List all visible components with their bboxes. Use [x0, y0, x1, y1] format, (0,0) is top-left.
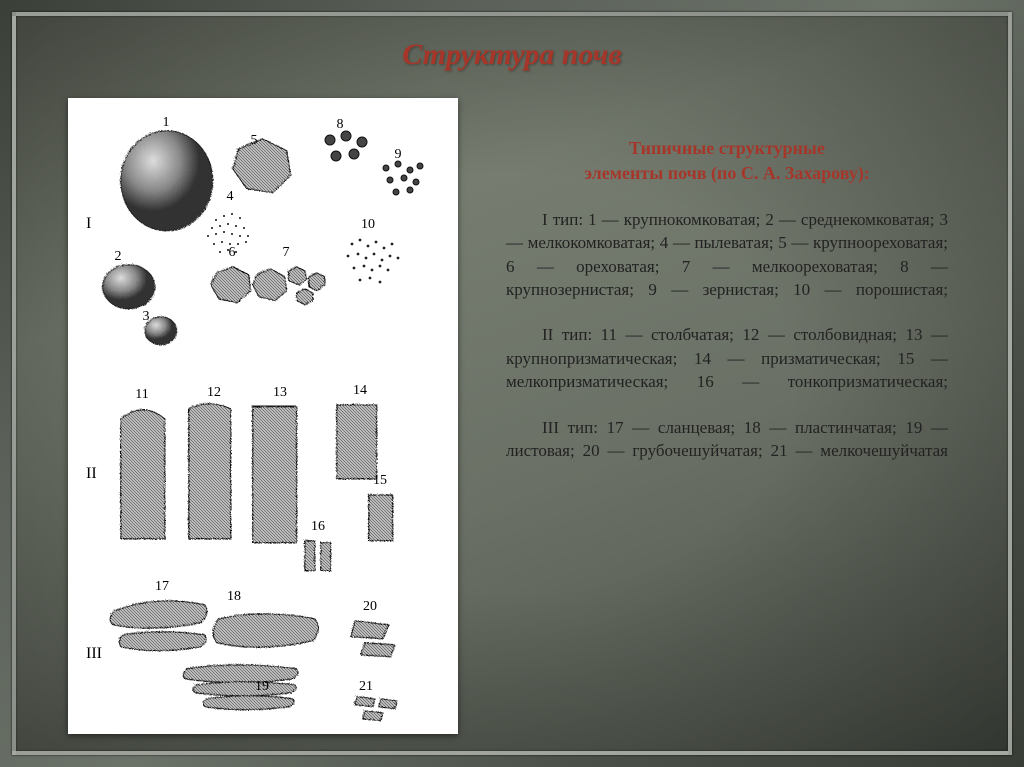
row-label: II	[86, 465, 97, 482]
item-label: 21	[359, 679, 373, 694]
item-label: 12	[207, 385, 221, 400]
heading-line-2: элементы почв (по С. А. Захарову):	[584, 163, 870, 183]
type-1-paragraph: I тип: 1 — крупнокомковатая; 2 — среднек…	[506, 208, 948, 302]
soil-structure-figure: IIIIII123456789101112131415161718192021	[68, 98, 458, 734]
item-label: 20	[363, 599, 377, 614]
slide-frame: Структура почв	[12, 12, 1012, 755]
figure-panel: IIIIII123456789101112131415161718192021	[68, 98, 458, 734]
row-label: III	[86, 645, 102, 662]
item-label: 13	[273, 385, 287, 400]
item-label: 6	[229, 245, 236, 260]
item-label: 9	[395, 147, 402, 162]
item-label: 10	[361, 217, 375, 232]
item-label: 14	[353, 383, 367, 398]
heading-line-1: Типичные структурные	[629, 138, 825, 158]
item-label: 16	[311, 519, 325, 534]
item-label: 2	[115, 249, 122, 264]
item-label: 11	[135, 387, 148, 402]
slide-title: Структура почв	[16, 38, 1008, 72]
type-3-paragraph: III тип: 17 — сланцевая; 18 — пластинчат…	[506, 416, 948, 463]
item-label: 5	[251, 133, 258, 148]
row-label: I	[86, 215, 91, 232]
item-label: 8	[337, 117, 344, 132]
type-2-paragraph: II тип: 11 — столбчатая; 12 — столбовидн…	[506, 323, 948, 393]
item-label: 17	[155, 579, 169, 594]
item-label: 18	[227, 589, 241, 604]
item-label: 4	[227, 189, 234, 204]
item-label: 7	[283, 245, 290, 260]
item-label: 15	[373, 473, 387, 488]
item-label: 1	[163, 115, 170, 130]
caption-heading: Типичные структурные элементы почв (по С…	[506, 136, 948, 186]
text-panel: Типичные структурные элементы почв (по С…	[506, 136, 948, 485]
item-label: 19	[255, 679, 269, 694]
item-label: 3	[143, 309, 150, 324]
